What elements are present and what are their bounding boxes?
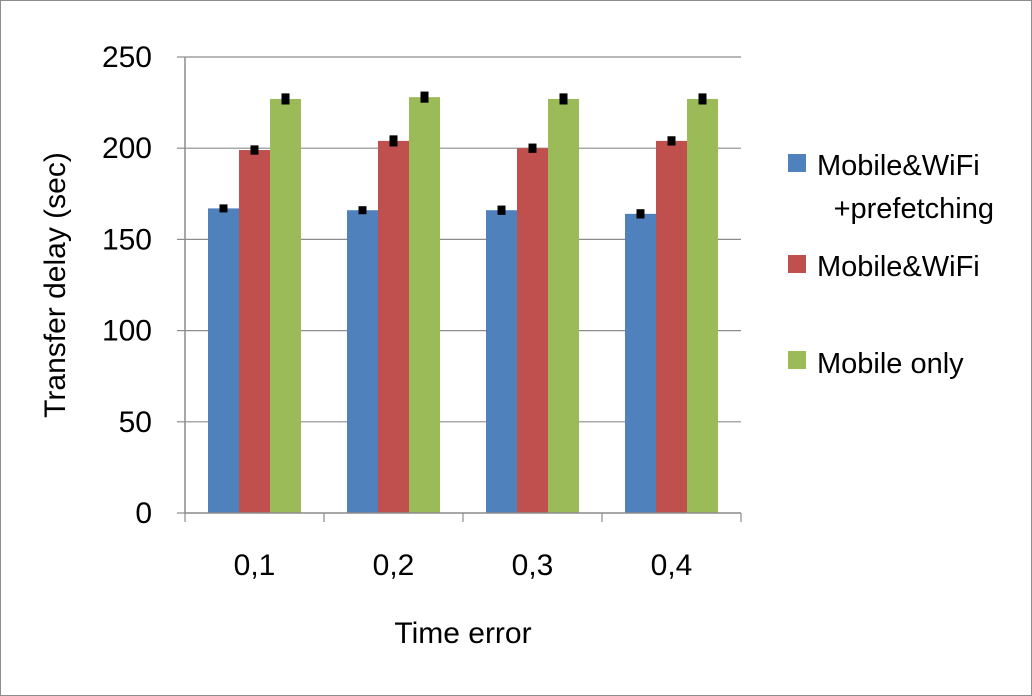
bar [347, 210, 378, 513]
legend-label: Mobile&WiFi [817, 251, 980, 283]
bar [208, 208, 239, 513]
legend-label: Mobile only [817, 348, 964, 380]
error-bars [219, 91, 707, 219]
error-bar-marker [420, 93, 429, 102]
bars [208, 97, 718, 514]
x-tick-label: 0,2 [373, 549, 415, 582]
legend-swatch [788, 154, 806, 172]
bar [625, 213, 656, 513]
bar [378, 140, 409, 514]
error-bar-marker [528, 144, 537, 153]
legend-label: Mobile&WiFi [817, 150, 980, 182]
bar [548, 98, 579, 514]
y-tick-label: 50 [119, 406, 152, 439]
y-tick-label: 200 [102, 132, 152, 165]
x-tick-label: 0,4 [651, 549, 693, 582]
x-tick-labels: 0,1 0,2 0,3 0,4 [234, 549, 693, 582]
bar [517, 148, 548, 513]
y-tick-label: 0 [135, 497, 152, 530]
error-bar-marker [497, 206, 506, 215]
x-tick-label: 0,1 [234, 549, 276, 582]
bar [270, 98, 301, 514]
error-bar-marker [281, 94, 290, 103]
legend-swatch [788, 255, 806, 273]
error-bar-marker [559, 94, 568, 103]
error-bar-marker [636, 209, 645, 218]
y-tick-labels: 0 50 100 150 200 250 [102, 41, 152, 530]
error-bar-marker [698, 94, 707, 103]
y-tick-label: 150 [102, 223, 152, 256]
bar [687, 98, 718, 514]
bar [656, 140, 687, 514]
legend-label: +prefetching [834, 193, 994, 225]
error-bar-marker [389, 136, 398, 145]
x-tick-label: 0,3 [512, 549, 554, 582]
error-bar-marker [667, 136, 676, 145]
x-axis-title: Time error [394, 617, 531, 650]
axes [184, 57, 741, 514]
legend-swatch [788, 351, 806, 369]
y-tick-label: 250 [102, 41, 152, 74]
error-bar-marker [358, 206, 367, 215]
bar [409, 97, 440, 514]
y-axis-title: Transfer delay (sec) [39, 152, 72, 418]
legend: Mobile&WiFi +prefetching Mobile&WiFi Mobile… [788, 150, 994, 380]
bar [239, 150, 270, 514]
bar [486, 210, 517, 513]
error-bar-marker [250, 146, 259, 155]
error-bar-marker [219, 204, 228, 213]
y-tick-label: 100 [102, 315, 152, 348]
